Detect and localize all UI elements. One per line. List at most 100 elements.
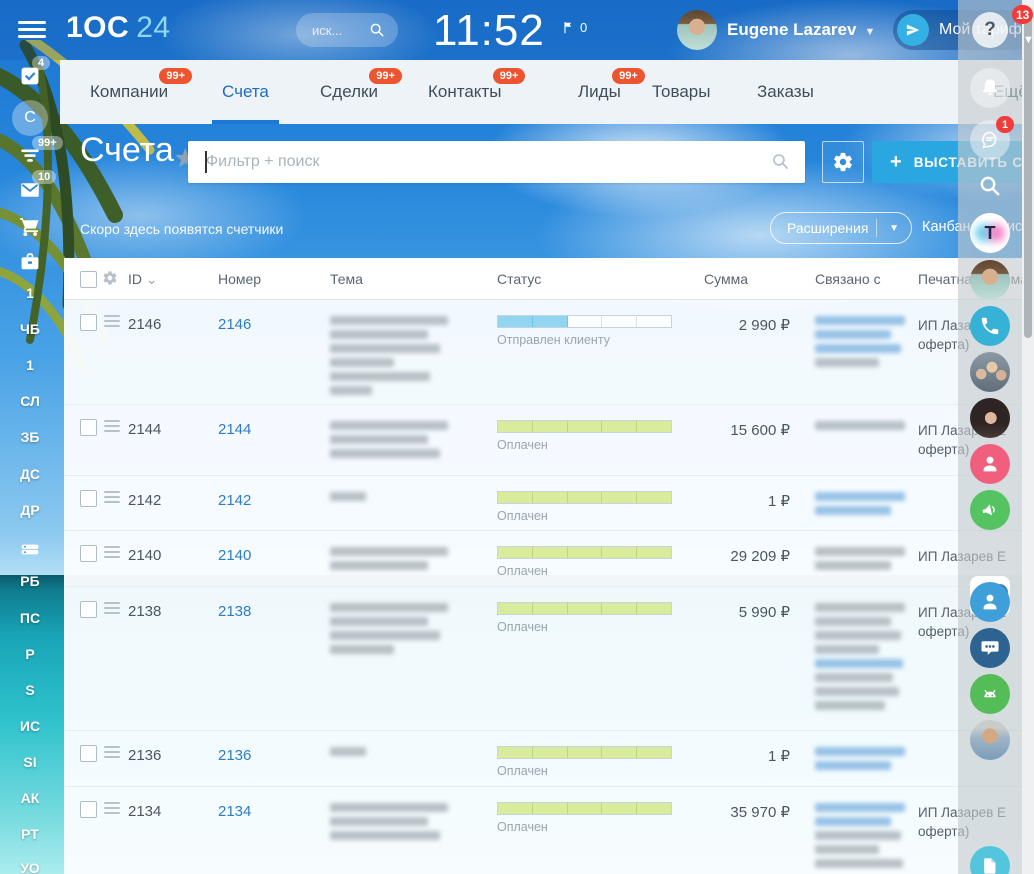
row-menu-icon[interactable] xyxy=(104,546,120,561)
nav-item-label: Сделки xyxy=(320,82,378,101)
scrollbar-thumb[interactable] xyxy=(1024,8,1032,338)
nav-item-2[interactable]: Счета xyxy=(212,60,279,124)
column-header-4[interactable]: Статус xyxy=(497,271,542,287)
left-rail-item-зб[interactable]: ЗБ xyxy=(0,429,60,445)
row-menu-icon[interactable] xyxy=(104,420,120,435)
status-progress-bar xyxy=(497,802,672,815)
right-rail-avatar-group-7[interactable] xyxy=(970,352,1010,392)
column-settings-gear-icon[interactable] xyxy=(102,270,118,289)
row-checkbox[interactable] xyxy=(80,801,97,818)
chevron-down-icon: ▼ xyxy=(864,26,876,38)
row-menu-icon[interactable] xyxy=(104,602,120,617)
row-checkbox[interactable] xyxy=(80,745,97,762)
left-rail-item-ис[interactable]: ИС xyxy=(0,718,60,734)
search-icon[interactable] xyxy=(770,151,791,172)
left-rail-item-1[interactable]: 1 xyxy=(0,285,60,301)
row-menu-icon[interactable] xyxy=(104,802,120,817)
extensions-button[interactable]: Расширения ▼ xyxy=(770,212,912,244)
left-rail-cart-icon[interactable] xyxy=(0,214,60,243)
row-menu-icon[interactable] xyxy=(104,315,120,330)
right-rail-chat-lines-icon-2[interactable]: 1 xyxy=(970,116,1014,160)
left-rail-item-р[interactable]: Р xyxy=(0,646,60,662)
left-rail-label: УО xyxy=(20,860,40,874)
left-rail-bubble-c[interactable]: C xyxy=(0,100,60,136)
select-all-checkbox[interactable] xyxy=(80,271,97,288)
user-menu[interactable]: Eugene Lazarev ▼ xyxy=(727,20,876,39)
invoice-number-link[interactable]: 2138 xyxy=(218,603,252,620)
tariff-chevron-icon[interactable]: ▼ xyxy=(1023,34,1034,46)
left-rail-disk-icon[interactable] xyxy=(0,537,60,566)
row-menu-icon[interactable] xyxy=(104,491,120,506)
nav-item-4[interactable]: Контакты 99+ xyxy=(428,60,526,124)
right-rail-phone-icon-6[interactable] xyxy=(970,306,1010,346)
column-header-6[interactable]: Связано с xyxy=(815,271,881,287)
right-rail-search-icon-3[interactable] xyxy=(970,166,1010,206)
table-header: ID ⌄ Номер Тема Статус Сумма Связано с Печатна… xyxy=(64,258,1034,300)
hamburger-menu-icon[interactable] xyxy=(18,21,46,39)
left-rail-case-icon[interactable] xyxy=(0,250,60,279)
left-rail-item-рт[interactable]: РТ xyxy=(0,826,60,842)
filter-search-input[interactable] xyxy=(188,141,805,183)
global-search[interactable]: иск... xyxy=(296,13,398,47)
nav-item-6[interactable]: Товары xyxy=(652,60,710,124)
right-rail-bell-icon-1[interactable] xyxy=(970,68,1010,108)
invoice-number-link[interactable]: 2142 xyxy=(218,492,252,509)
left-rail-item-дс[interactable]: ДС xyxy=(0,466,60,482)
left-rail-item-si[interactable]: SI xyxy=(0,754,60,770)
right-rail-document-icon-16[interactable] xyxy=(970,846,1010,874)
left-rail-item-рб[interactable]: РБ xyxy=(0,573,60,589)
right-rail-android-icon-14[interactable] xyxy=(970,674,1010,714)
right-rail-avatar-8[interactable] xyxy=(970,398,1010,438)
right-rail-avatar-5[interactable] xyxy=(970,260,1010,300)
left-rail-funnel-icon[interactable]: 99+ xyxy=(0,136,63,173)
invoice-number-link[interactable]: 2140 xyxy=(218,547,252,564)
nav-item-7[interactable]: Заказы xyxy=(757,60,814,124)
left-rail-item-сл[interactable]: СЛ xyxy=(0,393,60,409)
user-avatar[interactable] xyxy=(677,10,717,50)
left-rail-label: ИС xyxy=(19,718,41,734)
column-header-3[interactable]: Тема xyxy=(330,271,363,287)
help-button[interactable]: ? xyxy=(972,12,1008,48)
nav-item-3[interactable]: Сделки 99+ xyxy=(320,60,402,124)
right-rail-person-icon-9[interactable] xyxy=(970,444,1010,484)
left-rail-item-др[interactable]: ДР xyxy=(0,502,60,518)
left-rail-item-чб[interactable]: ЧБ xyxy=(0,321,60,337)
right-rail-person-icon-12[interactable] xyxy=(970,582,1010,622)
left-rail-item-1[interactable]: 1 xyxy=(0,357,60,373)
left-rail-tasks-icon[interactable]: 4 xyxy=(0,56,60,93)
nav-item-label: Товары xyxy=(652,82,711,101)
invoice-number-link[interactable]: 2136 xyxy=(218,747,252,764)
invoice-number-link[interactable]: 2144 xyxy=(218,421,252,438)
t-logo-letter: T xyxy=(984,222,996,243)
column-header-5[interactable]: Сумма xyxy=(704,271,748,287)
left-rail-item-ак[interactable]: АК xyxy=(0,790,60,806)
scrollbar-track[interactable] xyxy=(1022,0,1034,874)
rocket-icon xyxy=(897,14,929,46)
left-rail-mail-icon[interactable]: 10 xyxy=(0,170,60,207)
right-rail-avatar-15[interactable] xyxy=(970,720,1010,760)
right-rail-t-logo-4[interactable]: T xyxy=(970,213,1010,253)
left-rail-item-уо[interactable]: УО xyxy=(0,860,60,874)
invoice-number-link[interactable]: 2146 xyxy=(218,316,252,333)
nav-item-5[interactable]: Лиды 99+ xyxy=(578,60,645,124)
flag-counter[interactable]: 0 xyxy=(561,20,587,35)
left-rail-label: Р xyxy=(25,646,35,662)
row-checkbox[interactable] xyxy=(80,314,97,331)
gear-icon xyxy=(834,152,852,172)
right-rail-chat-group-icon-13[interactable] xyxy=(970,628,1010,668)
nav-badge: 99+ xyxy=(159,68,193,84)
nav-item-1[interactable]: Компании 99+ xyxy=(90,60,193,124)
row-checkbox[interactable] xyxy=(80,545,97,562)
left-rail-item-пс[interactable]: ПС xyxy=(0,610,60,626)
row-checkbox[interactable] xyxy=(80,490,97,507)
left-rail-item-s[interactable]: S xyxy=(0,682,60,698)
row-checkbox[interactable] xyxy=(80,419,97,436)
row-checkbox[interactable] xyxy=(80,601,97,618)
right-rail-megaphone-icon-10[interactable] xyxy=(970,490,1010,530)
settings-gear-button[interactable] xyxy=(822,141,864,183)
column-header-1[interactable]: ID ⌄ xyxy=(128,271,158,287)
invoice-number-link[interactable]: 2134 xyxy=(218,803,252,820)
row-menu-icon[interactable] xyxy=(104,746,120,761)
column-header-2[interactable]: Номер xyxy=(218,271,262,287)
